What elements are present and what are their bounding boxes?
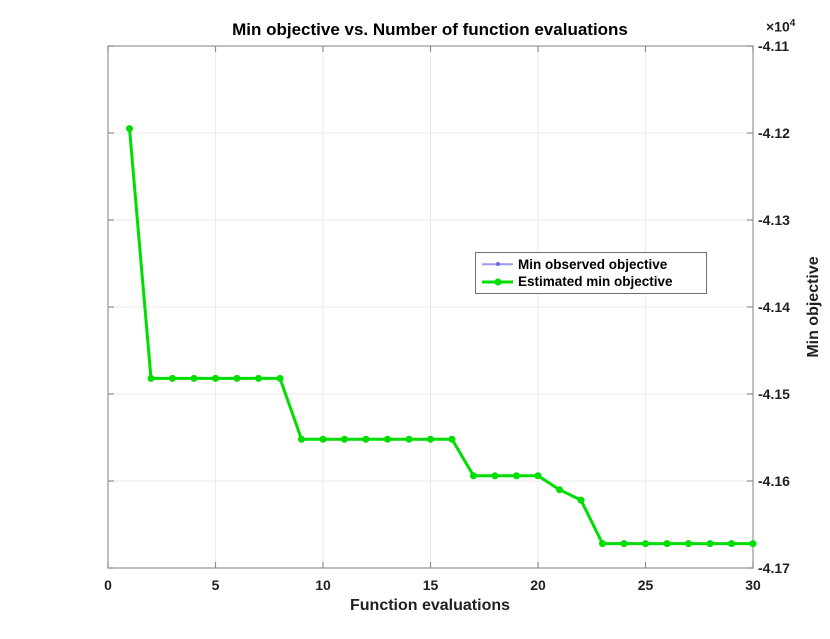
estimated-marker-icon <box>494 278 501 286</box>
y-tick-label: -4.13 <box>758 212 790 228</box>
x-tick-label: 5 <box>211 577 220 593</box>
y-axis-label: Min objective <box>805 256 822 358</box>
x-tick-label: 20 <box>530 577 546 593</box>
y-axis-exponent: ×104 <box>766 18 795 35</box>
x-axis-label: Function evaluations <box>349 597 511 614</box>
legend-item-estimated: Estimated min objective <box>482 274 700 289</box>
y-tick-label: -4.12 <box>758 125 790 141</box>
exponent-base: ×10 <box>766 18 790 35</box>
x-tick-label: 25 <box>637 577 654 593</box>
y-tick-label: -4.16 <box>758 473 790 489</box>
y-tick-label: -4.15 <box>758 386 790 402</box>
legend: Min observed objective Estimated min obj… <box>475 252 707 294</box>
legend-item-observed: Min observed objective <box>482 257 700 272</box>
chart-title: Min objective vs. Number of function eva… <box>232 20 628 39</box>
y-tick-label: -4.14 <box>758 299 790 315</box>
x-tick-label: 30 <box>745 577 761 593</box>
y-tick-label: -4.11 <box>758 38 790 54</box>
x-tick-label: 15 <box>422 577 439 593</box>
exponent-power: 4 <box>789 18 796 29</box>
y-tick-label: -4.17 <box>758 560 790 576</box>
x-tick-label: 0 <box>104 577 112 593</box>
observed-line-sample <box>482 260 513 269</box>
estimated-line-sample <box>482 277 513 286</box>
legend-label-estimated: Estimated min objective <box>518 274 673 290</box>
observed-marker-icon <box>495 262 500 267</box>
legend-label-observed: Min observed objective <box>518 256 668 272</box>
x-tick-label: 10 <box>315 577 331 593</box>
